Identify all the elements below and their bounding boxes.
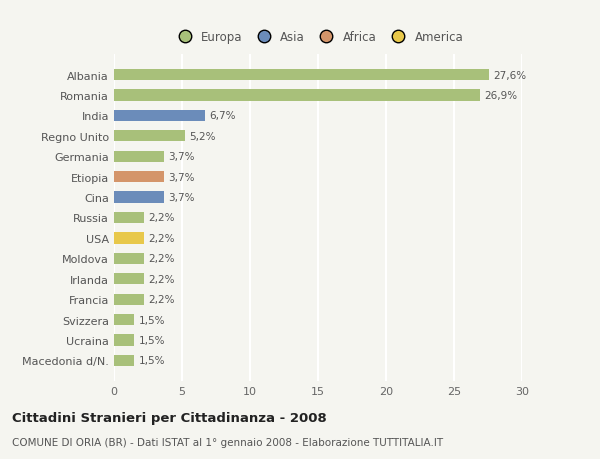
- Text: 2,2%: 2,2%: [148, 213, 175, 223]
- Text: 1,5%: 1,5%: [139, 356, 165, 365]
- Bar: [114, 151, 164, 162]
- Text: 3,7%: 3,7%: [169, 193, 195, 203]
- Bar: [114, 192, 164, 203]
- Text: 2,2%: 2,2%: [148, 274, 175, 284]
- Bar: [114, 172, 164, 183]
- Text: 2,2%: 2,2%: [148, 254, 175, 264]
- Bar: [114, 335, 134, 346]
- Bar: [114, 253, 144, 264]
- Text: 2,2%: 2,2%: [148, 233, 175, 243]
- Text: Cittadini Stranieri per Cittadinanza - 2008: Cittadini Stranieri per Cittadinanza - 2…: [12, 412, 327, 425]
- Text: 1,5%: 1,5%: [139, 335, 165, 345]
- Text: 2,2%: 2,2%: [148, 295, 175, 304]
- Bar: [114, 274, 144, 285]
- Text: 6,7%: 6,7%: [209, 111, 236, 121]
- Text: COMUNE DI ORIA (BR) - Dati ISTAT al 1° gennaio 2008 - Elaborazione TUTTITALIA.IT: COMUNE DI ORIA (BR) - Dati ISTAT al 1° g…: [12, 437, 443, 448]
- Text: 1,5%: 1,5%: [139, 315, 165, 325]
- Bar: [114, 355, 134, 366]
- Text: 3,7%: 3,7%: [169, 172, 195, 182]
- Bar: [114, 90, 480, 101]
- Text: 27,6%: 27,6%: [493, 71, 527, 80]
- Bar: [114, 131, 185, 142]
- Text: 3,7%: 3,7%: [169, 152, 195, 162]
- Bar: [114, 111, 205, 122]
- Legend: Europa, Asia, Africa, America: Europa, Asia, Africa, America: [170, 28, 466, 46]
- Text: 26,9%: 26,9%: [484, 91, 517, 101]
- Text: 5,2%: 5,2%: [189, 132, 215, 141]
- Bar: [114, 70, 490, 81]
- Bar: [114, 314, 134, 325]
- Bar: [114, 213, 144, 224]
- Bar: [114, 294, 144, 305]
- Bar: [114, 233, 144, 244]
